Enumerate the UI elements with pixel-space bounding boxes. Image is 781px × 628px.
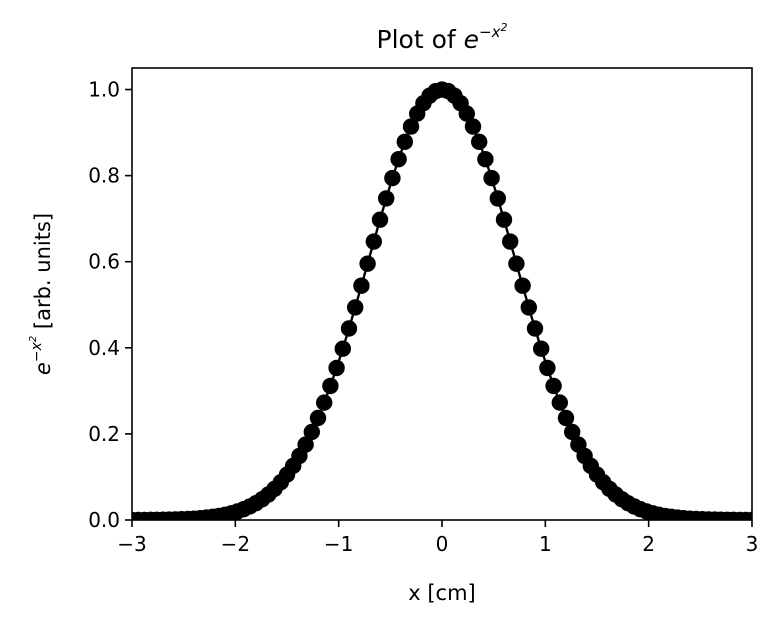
data-point <box>520 299 537 316</box>
data-point <box>359 255 376 272</box>
data-point <box>316 394 333 411</box>
y-tick-label: 0.8 <box>88 164 120 188</box>
data-point <box>353 277 370 294</box>
data-point <box>303 423 320 441</box>
data-point <box>564 423 581 441</box>
data-point <box>471 133 488 151</box>
x-tick-label: 3 <box>746 532 759 556</box>
data-point <box>334 340 351 357</box>
data-point <box>477 150 494 168</box>
data-point <box>502 233 519 250</box>
data-point <box>328 359 345 377</box>
chart-title: Plot of e−x2 <box>377 21 508 54</box>
data-point <box>743 511 752 520</box>
x-tick-label: −3 <box>117 532 146 556</box>
x-tick-label: 1 <box>539 532 552 556</box>
data-point <box>551 394 568 411</box>
data-point <box>309 409 327 427</box>
data-point <box>526 320 544 337</box>
x-axis-ticks: −3 −2 −1 0 1 2 3 <box>117 520 758 556</box>
data-point <box>340 320 358 337</box>
data-point <box>508 255 525 272</box>
y-tick-label: 0.0 <box>88 508 120 532</box>
x-axis-label: x [cm] <box>408 581 476 605</box>
data-point <box>396 133 413 151</box>
data-point <box>347 299 364 316</box>
y-axis-label: e−x2 [arb. units] <box>28 213 55 375</box>
data-point <box>458 105 475 122</box>
plot-area <box>132 81 752 520</box>
data-point <box>402 118 420 135</box>
data-point <box>378 190 395 207</box>
data-point <box>489 190 506 207</box>
y-tick-label: 0.2 <box>88 422 120 446</box>
data-point <box>539 359 556 377</box>
data-point <box>384 169 401 187</box>
x-tick-label: 2 <box>642 532 655 556</box>
data-point <box>464 118 482 135</box>
data-point <box>514 277 531 294</box>
x-tick-label: −2 <box>221 532 250 556</box>
data-point <box>297 436 314 453</box>
data-point <box>495 211 513 228</box>
data-point <box>390 150 407 168</box>
x-tick-label: 0 <box>436 532 449 556</box>
y-tick-label: 0.6 <box>88 250 120 274</box>
x-tick-label: −1 <box>324 532 353 556</box>
y-tick-label: 0.4 <box>88 336 120 360</box>
data-point <box>545 377 562 395</box>
data-point <box>365 233 382 250</box>
series-gaussian <box>132 81 752 520</box>
data-point <box>533 340 550 357</box>
data-point <box>322 377 339 395</box>
data-point <box>371 211 389 228</box>
data-point <box>557 409 575 427</box>
data-point <box>483 169 500 187</box>
y-axis-ticks: 0.0 0.2 0.4 0.6 0.8 1.0 <box>88 78 132 532</box>
y-tick-label: 1.0 <box>88 78 120 102</box>
